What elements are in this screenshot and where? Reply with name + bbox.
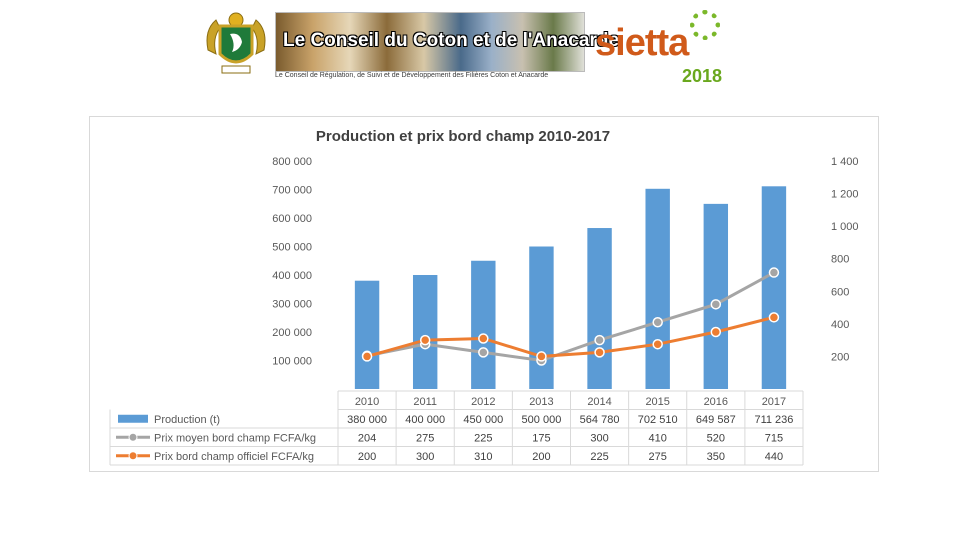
table-cell: 649 587 [696, 414, 736, 426]
right-tick-label: 1 200 [831, 189, 859, 201]
table-cell: 450 000 [463, 414, 503, 426]
production-bar [645, 188, 670, 389]
production-bar [587, 228, 612, 389]
prix-officiel-point [536, 351, 547, 362]
table-cell: 275 [416, 432, 434, 444]
series-name: Prix bord champ officiel FCFA/kg [154, 451, 314, 463]
left-tick-label: 800 000 [272, 156, 312, 168]
table-cell: 400 000 [405, 414, 445, 426]
production-bar [761, 186, 787, 389]
table-cell: 200 [532, 451, 550, 463]
legend-swatch-point [128, 451, 138, 461]
category-label: 2010 [355, 396, 379, 408]
table-cell: 310 [474, 451, 492, 463]
table-cell: 715 [765, 432, 783, 444]
category-label: 2016 [704, 396, 728, 408]
production-bar [703, 203, 729, 389]
production-bar [354, 280, 380, 389]
table-cell: 410 [649, 432, 667, 444]
prix-officiel-line [366, 315, 775, 358]
event-year: 2018 [682, 66, 723, 86]
left-tick-label: 700 000 [272, 185, 312, 197]
event-name: sietta [595, 22, 689, 64]
prix-officiel-point [419, 334, 431, 346]
production-price-chart: Production et prix bord champ 2010-2017 … [109, 128, 859, 466]
left-tick-label: 400 000 [272, 270, 312, 282]
left-tick-label: 500 000 [272, 242, 312, 254]
table-cell: 275 [649, 451, 667, 463]
council-banner: Le Conseil du Coton et de l'Anacarde Le … [275, 12, 619, 84]
coat-of-arms-icon [206, 12, 266, 74]
series-name: Prix moyen bord champ FCFA/kg [154, 432, 316, 444]
category-label: 2015 [645, 396, 669, 408]
right-tick-label: 600 [831, 286, 849, 298]
category-label: 2011 [413, 396, 437, 408]
legend-swatch-bar [118, 414, 148, 423]
table-cell: 300 [590, 432, 608, 444]
prix-officiel-point [594, 347, 605, 358]
chart-frame: Production et prix bord champ 2010-2017 … [89, 116, 879, 472]
table-cell: 225 [590, 451, 608, 463]
prix-moyen-point [594, 334, 605, 346]
table-cell: 520 [707, 432, 725, 444]
chart-title: Production et prix bord champ 2010-2017 [316, 128, 610, 145]
table-cell: 200 [358, 451, 376, 463]
table-cell: 711 236 [754, 414, 793, 426]
banner-photo-strip [275, 12, 585, 72]
category-label: 2017 [762, 396, 786, 408]
banner-subtitle: Le Conseil de Régulation, de Suivi et de… [275, 72, 549, 79]
table-cell: 300 [416, 451, 434, 463]
banner-title: Le Conseil du Coton et de l'Anacarde [283, 30, 620, 51]
right-tick-label: 1 000 [831, 221, 859, 233]
left-tick-label: 300 000 [272, 299, 312, 311]
category-label: 2013 [529, 396, 553, 408]
prix-moyen-point [652, 316, 663, 328]
production-bar [471, 260, 496, 389]
prix-moyen-line [366, 271, 775, 363]
left-tick-label: 200 000 [272, 327, 312, 339]
right-tick-label: 1 400 [831, 156, 859, 168]
left-tick-label: 600 000 [272, 213, 312, 225]
prix-officiel-point [710, 326, 722, 338]
prix-officiel-point [478, 333, 489, 344]
gear-icon [690, 10, 720, 40]
header: Le Conseil du Coton et de l'Anacarde Le … [0, 0, 960, 100]
prix-officiel-point [361, 351, 373, 362]
left-tick-label: 100 000 [272, 356, 312, 368]
table-cell: 380 000 [347, 414, 387, 426]
right-tick-label: 200 [831, 351, 849, 363]
table-cell: 350 [707, 451, 725, 463]
legend-swatch-point [128, 432, 138, 442]
category-label: 2014 [587, 396, 611, 408]
table-cell: 440 [765, 451, 783, 463]
prix-officiel-point [768, 312, 780, 323]
series-name: Production (t) [154, 414, 220, 426]
prix-moyen-point [710, 299, 722, 310]
prix-moyen-point [478, 347, 489, 358]
table-cell: 500 000 [522, 414, 562, 426]
right-tick-label: 400 [831, 319, 849, 331]
prix-moyen-point [768, 267, 780, 278]
category-label: 2012 [471, 396, 495, 408]
right-tick-label: 800 [831, 254, 849, 266]
prix-officiel-point [652, 338, 663, 350]
production-bar [529, 246, 554, 389]
table-cell: 564 780 [580, 414, 620, 426]
table-cell: 204 [358, 432, 376, 444]
table-cell: 702 510 [638, 414, 678, 426]
production-bar [412, 275, 438, 389]
sietta-logo: sietta 2018 [590, 8, 740, 88]
table-cell: 225 [474, 432, 492, 444]
table-cell: 175 [532, 432, 550, 444]
